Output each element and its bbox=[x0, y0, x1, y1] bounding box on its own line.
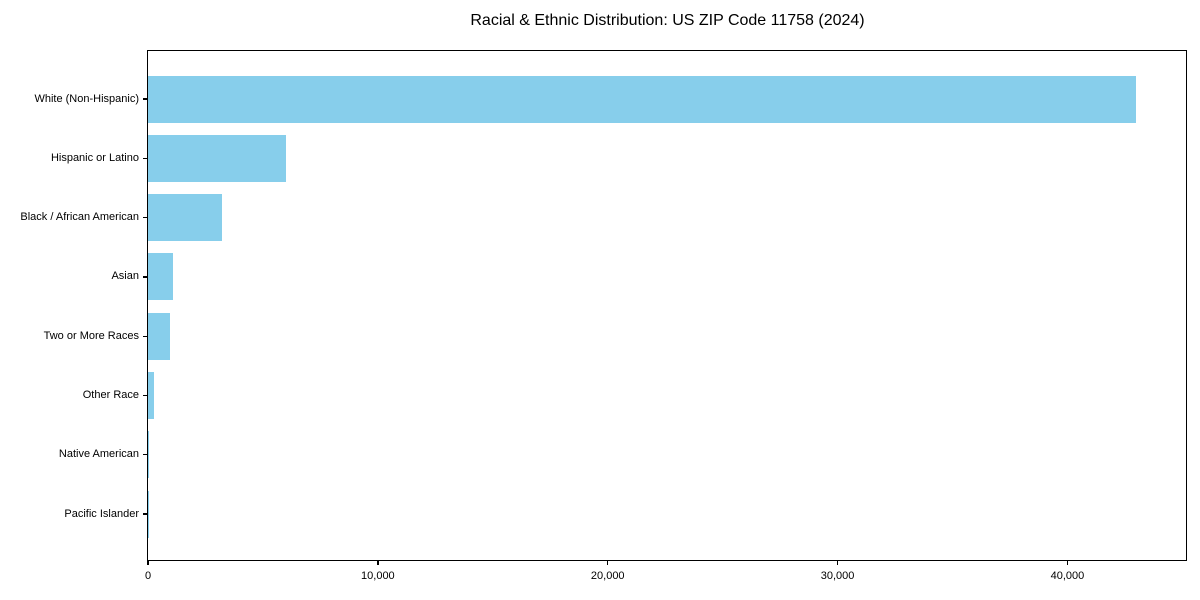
x-tick-mark bbox=[607, 560, 609, 565]
bar bbox=[148, 312, 170, 360]
x-tick-mark bbox=[836, 560, 839, 565]
bar bbox=[148, 253, 174, 301]
plot-area: White (Non-Hispanic) Hispanic or Latino Bl… bbox=[20, 50, 1187, 582]
bar bbox=[148, 372, 154, 419]
category-label: Hispanic or Latino bbox=[50, 151, 139, 164]
y-tick-mark bbox=[143, 157, 148, 159]
x-tick-label: 0 bbox=[144, 570, 152, 582]
y-tick-mark bbox=[143, 216, 148, 219]
y-tick-mark bbox=[143, 394, 148, 397]
y-tick-mark bbox=[143, 98, 148, 100]
y-tick-mark bbox=[143, 454, 148, 456]
x-tick-mark bbox=[1066, 560, 1069, 565]
category-label: Pacific Islander bbox=[64, 507, 139, 520]
bar bbox=[148, 75, 1137, 123]
category-label: Two or More Races bbox=[43, 329, 139, 342]
bar bbox=[148, 134, 286, 182]
chart-title: Racial & Ethnic Distribution: US ZIP Cod… bbox=[470, 12, 865, 29]
y-tick-mark bbox=[143, 335, 148, 337]
x-tick-label: 30,000 bbox=[820, 570, 855, 582]
category-label: Black / African American bbox=[20, 211, 139, 224]
y-tick-mark bbox=[143, 276, 148, 278]
category-label: Other Race bbox=[82, 389, 139, 401]
category-label: White (Non-Hispanic) bbox=[34, 92, 139, 105]
x-tick-label: 20,000 bbox=[590, 570, 625, 582]
x-tick-label: 40,000 bbox=[1050, 570, 1085, 582]
category-label: Native American bbox=[58, 448, 139, 461]
bar bbox=[148, 431, 150, 479]
category-label: Asian bbox=[111, 270, 139, 283]
bar bbox=[148, 194, 222, 242]
y-tick-mark bbox=[143, 513, 148, 515]
x-tick-label: 10,000 bbox=[361, 570, 395, 582]
x-tick-mark bbox=[377, 560, 379, 565]
x-tick-mark bbox=[147, 560, 149, 565]
